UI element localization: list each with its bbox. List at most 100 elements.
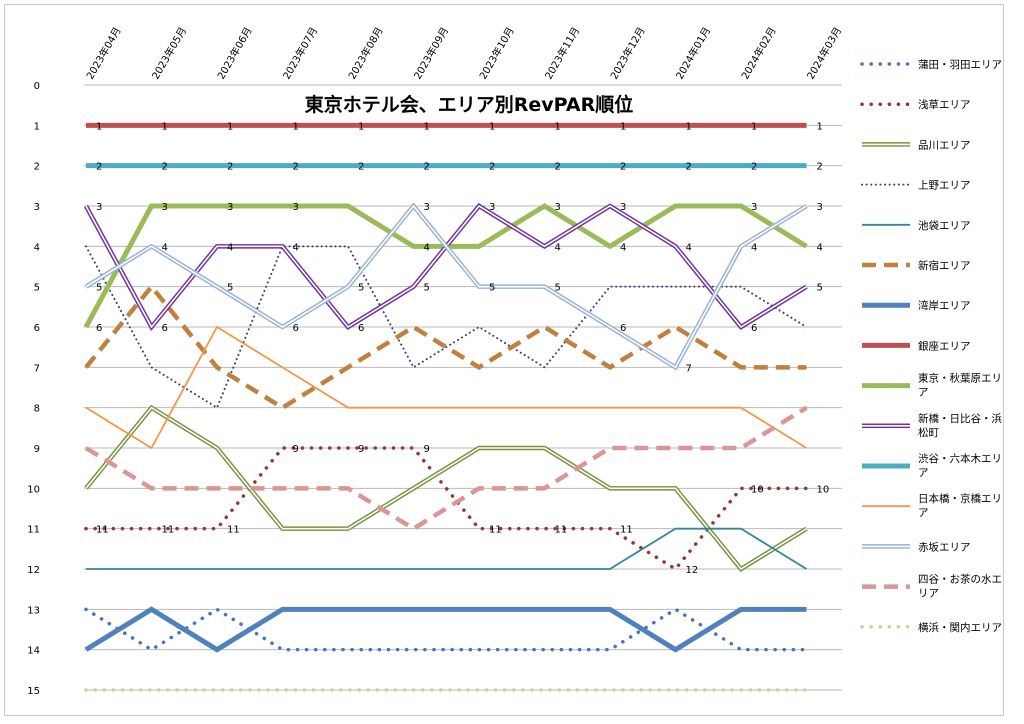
- rank-line-chart: 東京ホテル会、エリア別RevPAR順位 01234567891011121314…: [4, 4, 1004, 716]
- data-label: 9: [424, 444, 430, 455]
- y-tick-label: 0: [34, 81, 40, 92]
- data-label: 1: [162, 121, 168, 132]
- data-label: 12: [686, 565, 699, 576]
- y-tick-label: 9: [34, 444, 40, 455]
- data-label: 2: [424, 162, 430, 173]
- data-label: 2: [620, 162, 626, 173]
- legend-label: 四谷・お茶の水エ: [918, 573, 1002, 586]
- data-label: 1: [358, 121, 364, 132]
- data-label: 9: [293, 444, 299, 455]
- data-label: 10: [817, 484, 830, 495]
- data-label: 5: [358, 283, 364, 294]
- data-label: 4: [162, 242, 168, 253]
- data-label: 1: [424, 121, 430, 132]
- data-label: 3: [817, 202, 823, 213]
- data-label: 6: [293, 323, 299, 334]
- y-tick-label: 10: [27, 484, 40, 495]
- data-label: 1: [751, 121, 757, 132]
- series-line: [85, 245, 808, 410]
- data-label: 11: [96, 525, 109, 536]
- series-line: [84, 446, 809, 572]
- data-label: 4: [293, 242, 299, 253]
- y-tick-label: 4: [34, 242, 40, 253]
- data-label: 4: [751, 242, 757, 253]
- data-label: 1: [293, 121, 299, 132]
- data-label: 7: [686, 363, 692, 374]
- legend-label-cont: リア: [918, 588, 939, 600]
- data-label: 3: [162, 202, 168, 213]
- legend-label-cont: ア: [918, 507, 929, 519]
- data-label: 5: [817, 283, 823, 294]
- y-tick-label: 13: [27, 605, 40, 616]
- data-label: 2: [293, 162, 299, 173]
- legend-label: 赤坂エリア: [918, 541, 971, 553]
- y-tick-label: 14: [27, 646, 40, 657]
- legend-label: 日本橋・京橋エリ: [918, 492, 1002, 505]
- data-label: 3: [424, 202, 430, 213]
- data-label: 2: [817, 162, 823, 173]
- legend-label: 銀座エリア: [918, 339, 971, 352]
- data-label: 11: [162, 525, 175, 536]
- data-label: 10: [751, 484, 764, 495]
- legend-label: 横浜・関内エリア: [918, 621, 1002, 634]
- data-label: 2: [686, 162, 692, 173]
- data-label: 2: [489, 162, 495, 173]
- y-tick-label: 7: [34, 363, 40, 374]
- data-label: 4: [686, 242, 692, 253]
- data-label: 5: [96, 283, 102, 294]
- data-label: 11: [620, 525, 633, 536]
- series-line: [84, 606, 807, 653]
- chart-frame: 東京ホテル会、エリア別RevPAR順位 0 1 2 3 4 5 6 7 8 9 10 11 12 13 14…: [4, 4, 1004, 716]
- data-label: 5: [424, 283, 430, 294]
- legend-label: 渋谷・六本木エリ: [918, 452, 1002, 465]
- y-tick-label: 6: [34, 323, 40, 334]
- series-lines: [83, 122, 809, 692]
- legend-label-cont: ア: [918, 387, 929, 399]
- data-label: 5: [227, 283, 233, 294]
- data-label: 6: [620, 323, 626, 334]
- data-label: 6: [162, 323, 168, 334]
- series-line-inner: [85, 406, 807, 571]
- y-tick-label: 8: [34, 404, 40, 415]
- legend-label: 品川エリア: [918, 139, 971, 151]
- data-label: 4: [817, 242, 823, 253]
- data-label: 2: [96, 162, 102, 173]
- data-label: 2: [751, 162, 757, 173]
- legend-label: 東京・秋葉原エリ: [918, 372, 1002, 385]
- data-label: 11: [555, 525, 568, 536]
- data-label: 5: [555, 283, 561, 294]
- series-line: [84, 405, 808, 532]
- legend-label: 新宿エリア: [918, 259, 971, 272]
- data-label: 1: [489, 121, 495, 132]
- legend-label: 蒲田・羽田エリア: [918, 58, 1002, 71]
- data-label: 2: [358, 162, 364, 173]
- legend-label-cont: ア: [918, 467, 929, 479]
- data-label: 11: [227, 525, 240, 536]
- legend-label: 上野エリア: [918, 180, 971, 192]
- y-tick-label: 15: [27, 686, 40, 697]
- series-line: [85, 325, 807, 450]
- legend-label: 湾岸エリア: [918, 299, 971, 312]
- data-label: 2: [227, 162, 233, 173]
- y-tick-label: 12: [27, 565, 40, 576]
- data-label: 3: [751, 202, 757, 213]
- data-label: 6: [751, 323, 757, 334]
- data-label: 1: [817, 121, 823, 132]
- legend: 蒲田・羽田エリア浅草エリア品川エリア上野エリア池袋エリア新宿エリア湾岸エリア銀座…: [860, 58, 1002, 634]
- series-line: [86, 527, 807, 570]
- series-line-inner: [85, 204, 807, 369]
- y-tick-label: 3: [34, 202, 40, 213]
- series-line: [84, 283, 807, 411]
- y-tick-label: 2: [34, 162, 40, 173]
- data-label: 1: [96, 121, 102, 132]
- data-label: 5: [489, 283, 495, 294]
- data-label: 2: [555, 162, 561, 173]
- y-tick-label: 5: [34, 283, 40, 294]
- y-tick-label: 11: [27, 525, 40, 536]
- data-label: 4: [424, 242, 430, 253]
- data-label: 4: [620, 242, 626, 253]
- data-label: 3: [96, 202, 102, 213]
- data-label: 2: [162, 162, 168, 173]
